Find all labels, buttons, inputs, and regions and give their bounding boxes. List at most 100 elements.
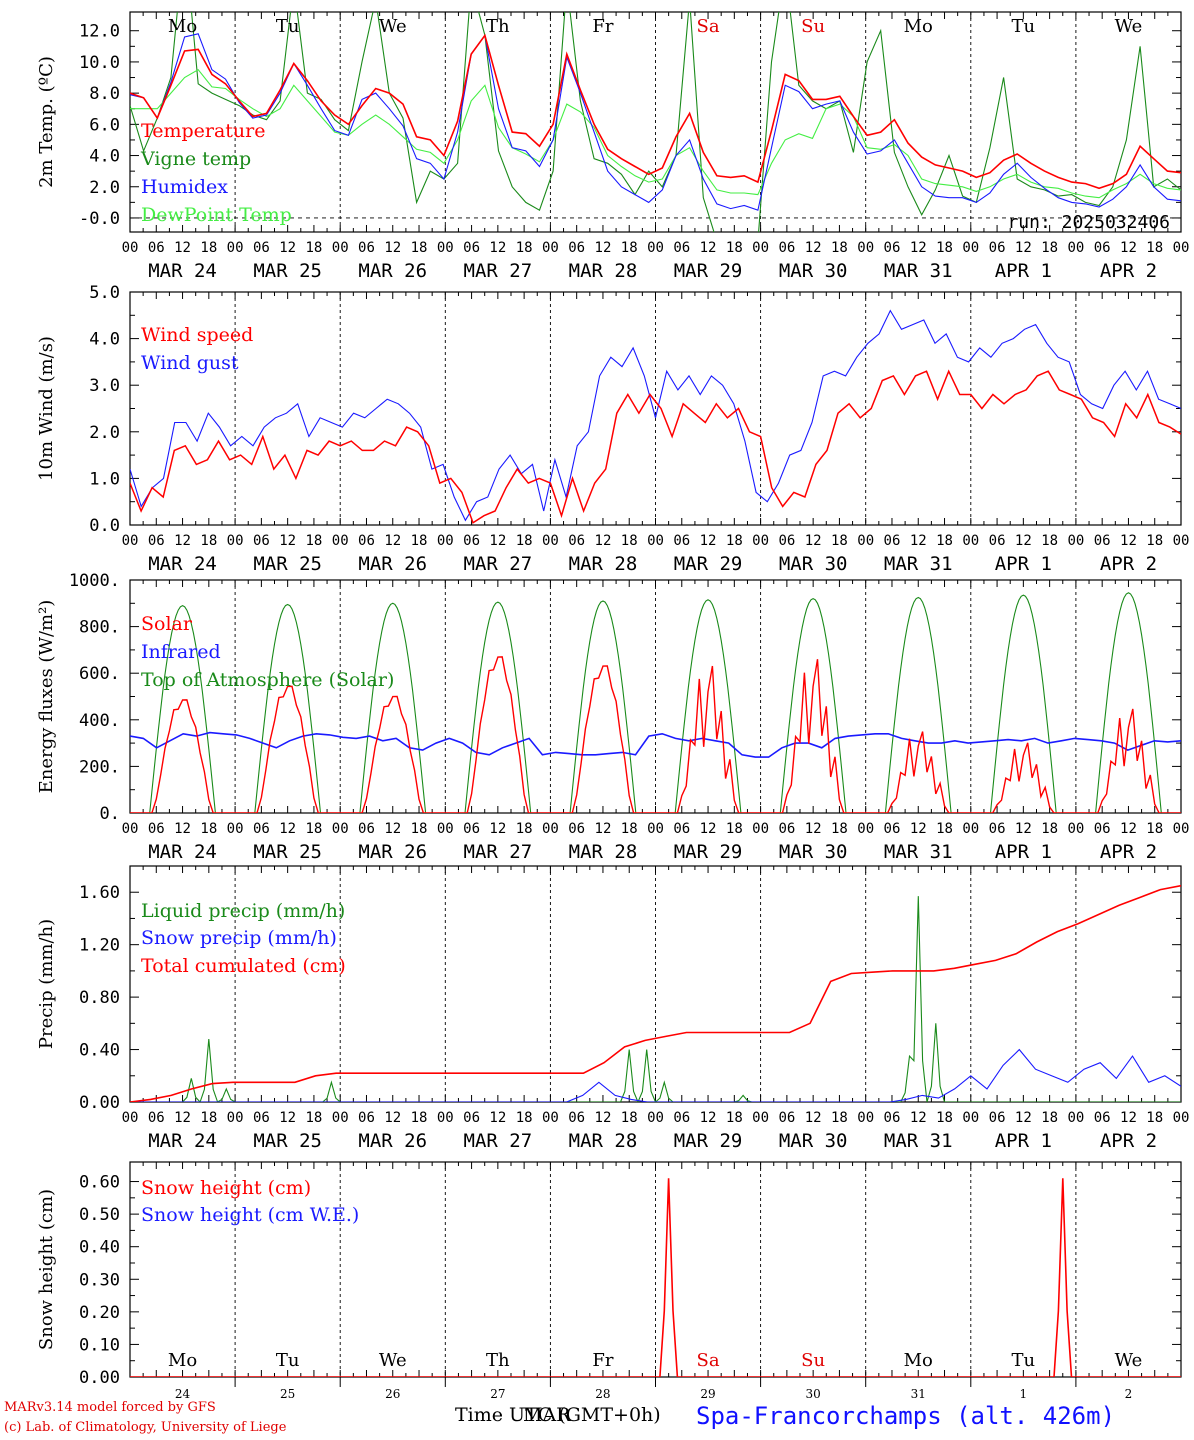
day-label: APR 1 [995,553,1052,575]
panel-1: -0.0 2.0 4.0 6.0 8.0 10.0 12.0 2m Temp. (ºC) 00 0… [36,11,1189,282]
weekday-label: Mo [904,16,933,37]
y-tick-label: 0.20 [79,1303,120,1323]
hour-tick-label: 18 [936,1110,953,1126]
day-label: MAR 29 [674,841,743,863]
weekday-label: Su [801,16,825,37]
hour-tick-label: 00 [857,821,874,837]
hour-tick-label: 12 [1015,1110,1032,1126]
hour-tick-label: 12 [384,1110,401,1126]
day-label: MAR 26 [358,260,427,282]
y-tick-label: 200. [79,757,120,777]
hour-tick-label: 12 [279,533,296,549]
hour-tick-label: 12 [805,240,822,256]
hour-tick-label: 12 [805,821,822,837]
weekday-label: Mo [168,16,197,37]
hour-tick-label: 00 [752,533,769,549]
day-label: MAR 27 [464,841,533,863]
hour-tick-label: 00 [122,821,139,837]
hour-tick-label: 06 [463,533,480,549]
day-label: MAR 31 [884,841,953,863]
hour-tick-label: 12 [1120,240,1137,256]
day-label: MAR 28 [569,1130,638,1152]
day-label: MAR 28 [569,841,638,863]
hour-tick-label: 00 [227,533,244,549]
hour-tick-label: 12 [1120,533,1137,549]
legend-entry: Vigne temp [140,148,251,170]
weekday-label: Fr [592,1350,613,1371]
hour-tick-label: 18 [621,1110,638,1126]
hour-tick-label: 12 [700,821,717,837]
hour-tick-label: 18 [726,1110,743,1126]
day-number-label: 26 [385,1387,400,1401]
day-label: MAR 27 [464,553,533,575]
hour-tick-label: 12 [910,533,927,549]
hour-tick-label: 00 [752,821,769,837]
hour-tick-label: 00 [227,821,244,837]
day-label: MAR 31 [884,553,953,575]
day-label: MAR 31 [884,1130,953,1152]
day-label: MAR 25 [253,1130,322,1152]
day-label: MAR 28 [569,553,638,575]
weekday-label: Mo [904,1350,933,1371]
hour-tick-label: 06 [884,1110,901,1126]
time-axis-label: Time UTC (GMT+0h) [455,1404,661,1426]
hour-tick-label: 00 [647,821,664,837]
y-tick-label: 0.00 [79,1368,120,1388]
hour-tick-label: 00 [857,533,874,549]
series-temperature [130,33,1181,190]
hour-tick-label: 18 [305,821,322,837]
model-credit: MARv3.14 model forced by GFS [4,1400,216,1415]
hour-tick-label: 00 [122,240,139,256]
hour-tick-label: 12 [1120,1110,1137,1126]
hour-tick-label: 06 [463,240,480,256]
hour-tick-label: 12 [174,821,191,837]
series-dewpoint-temp [130,68,1181,199]
y-axis-title: Precip (mm/h) [36,919,57,1049]
y-tick-label: 1.20 [79,936,120,956]
y-tick-label: 0.30 [79,1270,120,1290]
hour-tick-label: 18 [936,240,953,256]
hour-tick-label: 18 [411,533,428,549]
legend-entry: Wind speed [141,324,253,346]
legend-entry: Temperature [141,120,265,142]
hour-tick-label: 18 [1146,240,1163,256]
hour-tick-label: 00 [647,1110,664,1126]
panel-5: 0.00 0.10 0.20 0.30 0.40 0.50 0.60 Snow height … [36,1161,1182,1401]
hour-tick-label: 18 [831,533,848,549]
y-tick-label: 0.40 [79,1238,120,1258]
day-number-label: 24 [175,1387,191,1401]
y-tick-label: 0.40 [79,1041,120,1061]
hour-tick-label: 18 [516,821,533,837]
plot-area [130,309,1181,524]
hour-tick-label: 12 [1120,821,1137,837]
hour-tick-label: 18 [305,1110,322,1126]
weekday-label: Tu [276,1350,300,1371]
y-tick-label: 400. [79,711,120,731]
hour-tick-label: 12 [910,821,927,837]
hour-tick-label: 12 [595,821,612,837]
day-label: APR 2 [1100,841,1157,863]
hour-tick-label: 06 [148,1110,165,1126]
day-label: MAR 29 [674,553,743,575]
y-axis-title: 2m Temp. (ºC) [36,56,57,188]
hour-tick-label: 18 [621,533,638,549]
hour-tick-label: 12 [489,533,506,549]
hour-tick-label: 00 [542,240,559,256]
hour-tick-label: 12 [1015,533,1032,549]
hour-tick-label: 18 [1041,1110,1058,1126]
day-label: MAR 26 [358,553,427,575]
plot-area [130,12,1181,232]
legend-entry: DewPoint Temp [141,204,292,226]
series-total-cumulated [130,884,1181,1102]
day-label: MAR 27 [464,1130,533,1152]
weekday-label: Mo [168,1350,197,1371]
hour-tick-label: 00 [962,1110,979,1126]
hour-tick-label: 18 [831,821,848,837]
time-axis-title: Time UTC (GMT+0h) MAR [455,1404,661,1426]
hour-tick-label: 00 [1067,533,1084,549]
series-top-of-atmosphere [130,592,1181,813]
hour-tick-label: 00 [857,1110,874,1126]
hour-tick-label: 00 [962,240,979,256]
hour-tick-label: 06 [778,240,795,256]
day-label: MAR 30 [779,841,848,863]
